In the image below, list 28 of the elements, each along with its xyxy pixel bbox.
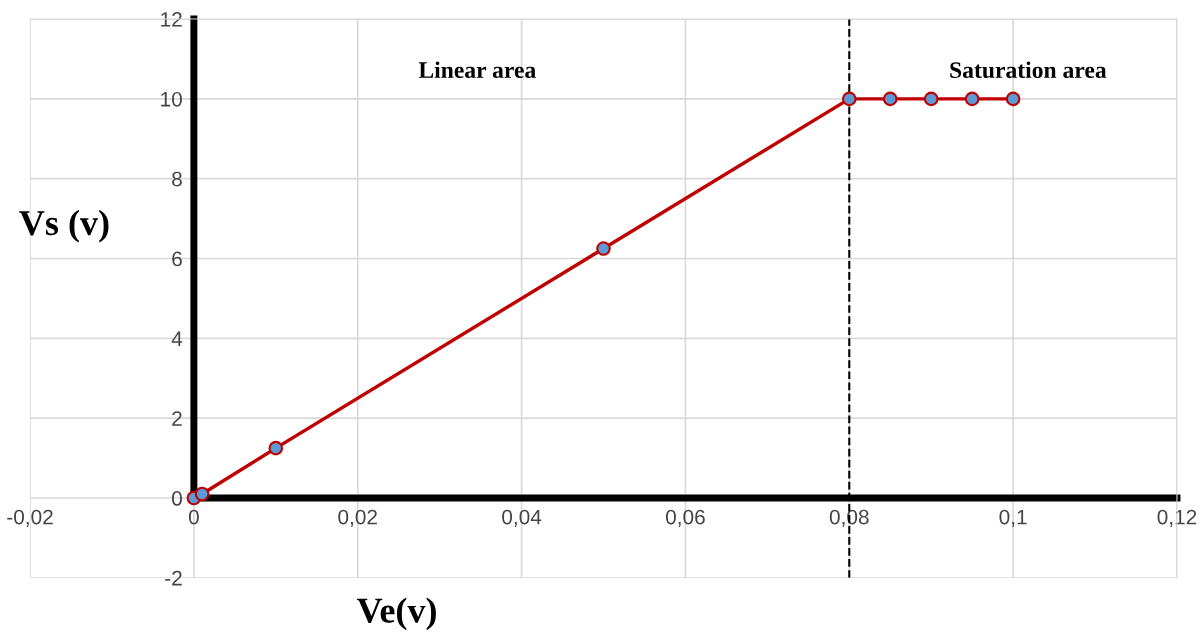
x-axis-title: Ve(v) [357,597,436,631]
point [882,91,898,107]
y-axis-title: Vs (v) [19,209,109,243]
y-tick-label: 2 [172,411,182,426]
x-tick-label: 0,08 [829,509,869,527]
y-tick-label: 0 [171,491,182,506]
x-tick-label: 0,06 [665,509,705,527]
x-tick-label: -0,02 [7,509,53,527]
point [964,91,980,107]
y-tick-label: 6 [172,251,182,267]
x-tick-label: 0,12 [1157,509,1197,527]
x-tick-label: 0,1 [999,509,1027,527]
y-tick-label: -2 [165,570,182,586]
y-tick-label: 8 [172,171,182,187]
annotation: Saturation area [950,61,1107,79]
annotation: Linear area [418,61,536,79]
x-tick-label: 0 [188,509,199,525]
point [268,440,284,456]
y-tick-label: 10 [161,91,182,107]
y-tick-label: 12 [161,12,182,27]
x-tick-label: 0,04 [502,509,542,527]
x-tick-label: 0,02 [338,509,377,527]
point [194,486,210,502]
point [923,91,939,107]
point [1005,91,1021,107]
point [841,91,857,107]
point [596,241,611,256]
y-tick-label: 4 [171,331,183,346]
